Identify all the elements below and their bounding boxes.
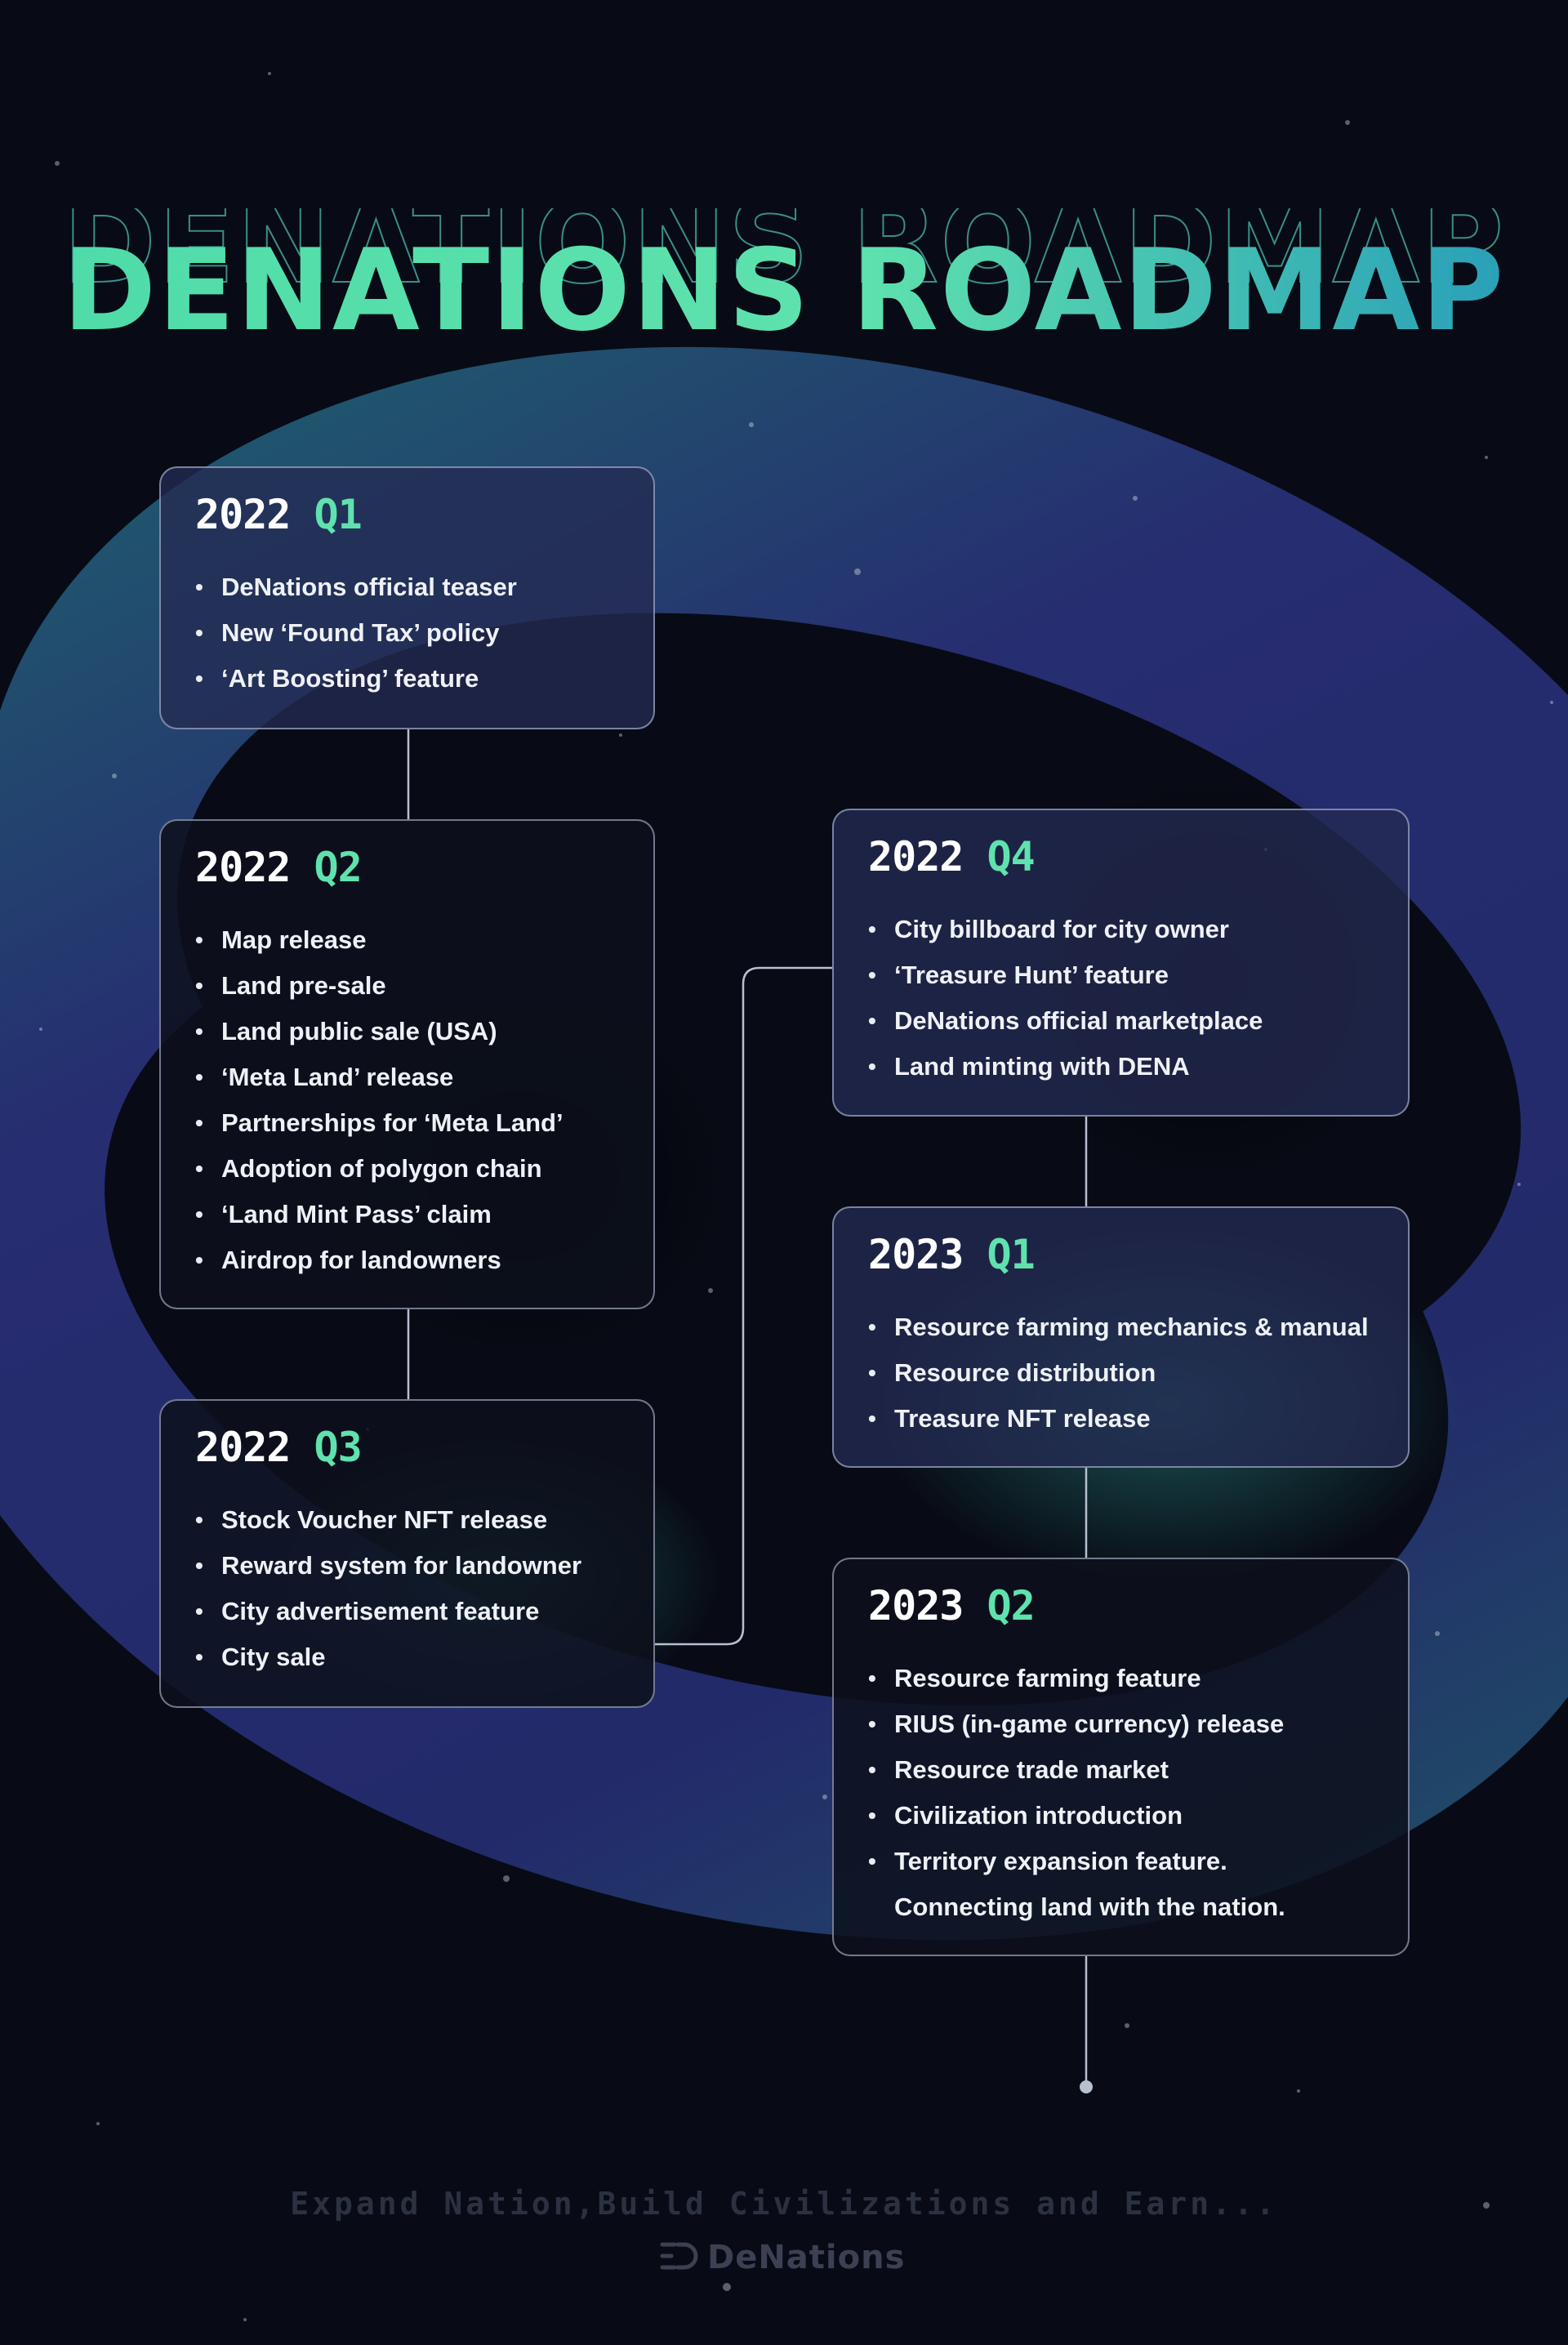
milestone-item: Territory expansion feature. (868, 1839, 1285, 1884)
milestone-item: Civilization introduction (868, 1793, 1285, 1839)
milestone-item: Reward system for landowner (195, 1543, 581, 1589)
page-title: DENATIONS ROADMAP DENATIONS ROADMAP (0, 176, 1568, 356)
milestone-items: City billboard for city owner ‘Treasure … (868, 907, 1263, 1090)
milestone-item: City sale (195, 1634, 581, 1680)
milestone-card-2022-q3: 2022 Q3 Stock Voucher NFT release Reward… (159, 1399, 655, 1708)
milestone-quarter: Q3 (314, 1424, 363, 1471)
milestone-year: 2022 (195, 1424, 291, 1471)
milestone-card-2022-q2: 2022 Q2 Map release Land pre-sale Land p… (159, 819, 655, 1309)
milestone-item: ‘Treasure Hunt’ feature (868, 952, 1263, 998)
milestone-items: Resource farming mechanics & manual Reso… (868, 1304, 1369, 1442)
milestone-heading: 2022 Q1 (195, 491, 363, 538)
milestone-year: 2022 (195, 844, 291, 891)
milestone-card-2022-q4: 2022 Q4 City billboard for city owner ‘T… (832, 809, 1410, 1117)
milestone-card-2023-q2: 2023 Q2 Resource farming feature RIUS (i… (832, 1558, 1410, 1956)
footer-tagline: Expand Nation,Build Civilizations and Ea… (290, 2186, 1278, 2222)
milestone-year: 2022 (195, 491, 291, 538)
milestone-item: ‘Land Mint Pass’ claim (195, 1192, 564, 1237)
milestone-card-2022-q1: 2022 Q1 DeNations official teaser New ‘F… (159, 466, 655, 729)
milestone-item: Adoption of polygon chain (195, 1146, 564, 1192)
milestone-item: Treasure NFT release (868, 1396, 1369, 1442)
milestone-item: RIUS (in-game currency) release (868, 1701, 1285, 1747)
milestone-heading: 2022 Q3 (195, 1424, 363, 1471)
milestone-items: Map release Land pre-sale Land public sa… (195, 917, 564, 1283)
milestone-item: Connecting land with the nation. (894, 1892, 1285, 1921)
milestone-item: DeNations official marketplace (868, 998, 1263, 1044)
milestone-items: Stock Voucher NFT release Reward system … (195, 1497, 581, 1680)
milestone-quarter: Q1 (314, 491, 363, 538)
milestone-item: Airdrop for landowners (195, 1237, 564, 1283)
milestone-item: Resource trade market (868, 1747, 1285, 1793)
milestone-heading: 2022 Q4 (868, 833, 1036, 880)
milestone-item: Map release (195, 917, 564, 963)
timeline-end-dot (1080, 2080, 1093, 2093)
milestone-item: DeNations official teaser (195, 564, 517, 610)
milestone-item: New ‘Found Tax’ policy (195, 610, 517, 656)
logo-text: DeNations (707, 2239, 906, 2276)
milestone-quarter: Q1 (987, 1231, 1036, 1278)
milestone-item: ‘Art Boosting’ feature (195, 656, 517, 702)
milestone-item: Resource distribution (868, 1350, 1369, 1396)
milestone-year: 2022 (868, 833, 964, 880)
milestone-item: Stock Voucher NFT release (195, 1497, 581, 1543)
milestone-item: Partnerships for ‘Meta Land’ (195, 1100, 564, 1146)
milestone-item: City advertisement feature (195, 1589, 581, 1634)
milestone-heading: 2022 Q2 (195, 844, 363, 891)
milestone-quarter: Q2 (314, 844, 363, 891)
milestone-heading: 2023 Q1 (868, 1231, 1036, 1278)
denations-logo-icon (660, 2240, 701, 2276)
milestone-item: ‘Meta Land’ release (195, 1054, 564, 1100)
milestone-item: Resource farming feature (868, 1656, 1285, 1701)
milestone-quarter: Q2 (987, 1582, 1036, 1629)
footer-logo: DeNations (660, 2236, 921, 2279)
milestone-year: 2023 (868, 1582, 964, 1629)
milestone-items: Resource farming feature RIUS (in-game c… (868, 1656, 1285, 1930)
milestone-item: City billboard for city owner (868, 907, 1263, 952)
milestone-item: Land public sale (USA) (195, 1009, 564, 1054)
milestone-item: Land pre-sale (195, 963, 564, 1009)
milestone-card-2023-q1: 2023 Q1 Resource farming mechanics & man… (832, 1206, 1410, 1468)
milestone-item: Resource farming mechanics & manual (868, 1304, 1369, 1350)
title-text: DENATIONS ROADMAP (63, 225, 1506, 355)
milestone-quarter: Q4 (987, 833, 1036, 880)
milestone-year: 2023 (868, 1231, 964, 1278)
milestone-heading: 2023 Q2 (868, 1582, 1036, 1629)
milestone-item: Land minting with DENA (868, 1044, 1263, 1090)
milestone-items: DeNations official teaser New ‘Found Tax… (195, 564, 517, 702)
